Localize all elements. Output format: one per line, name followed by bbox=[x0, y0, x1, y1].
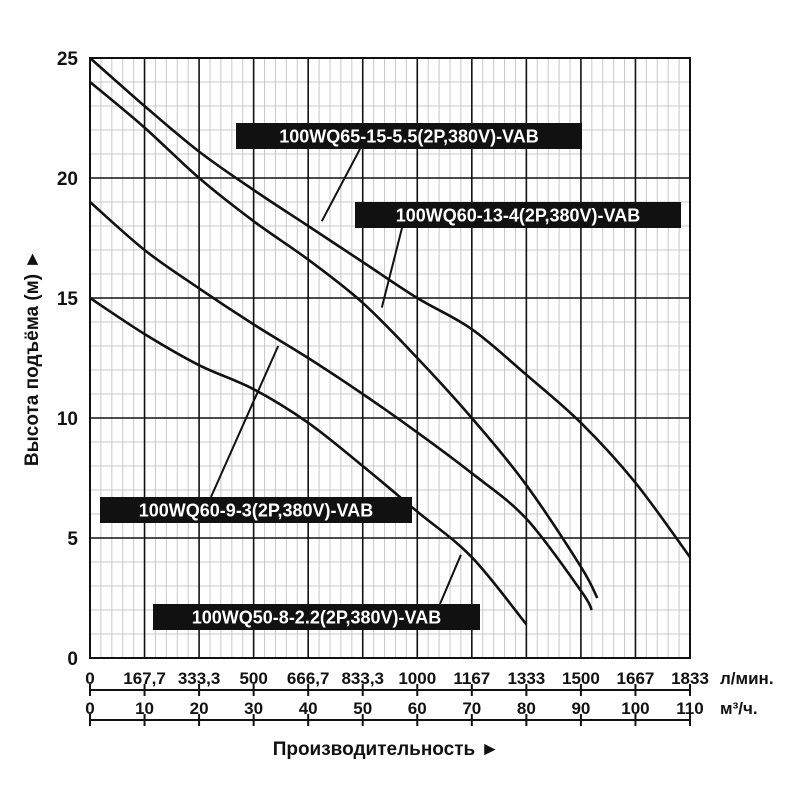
lmin-tick-label: 1667 bbox=[617, 669, 655, 688]
y-tick-label: 5 bbox=[67, 529, 78, 550]
curve-series-3 bbox=[89, 201, 593, 611]
lmin-tick-label: 500 bbox=[239, 669, 267, 688]
lmin-tick-label: 1167 bbox=[453, 669, 490, 688]
plot-frame bbox=[89, 57, 691, 659]
label-text-series-4: 100WQ50-8-2.2(2P,380V)-VAB bbox=[192, 608, 441, 628]
m3h-tick-label: 60 bbox=[408, 699, 427, 718]
y-tick-label: 25 bbox=[57, 49, 79, 70]
m3h-tick-label: 50 bbox=[353, 699, 372, 718]
lmin-tick-label: 1333 bbox=[507, 669, 545, 688]
lmin-tick-label: 333,3 bbox=[178, 669, 221, 688]
y-axis-title: Высота подъёма (м) ► bbox=[22, 250, 43, 466]
lmin-tick-label: 1833 bbox=[671, 669, 709, 688]
leader-line-series-3 bbox=[210, 345, 280, 498]
label-box-series-1 bbox=[236, 123, 582, 149]
y-tick-label: 20 bbox=[57, 169, 78, 190]
y-tick-label: 10 bbox=[57, 409, 78, 430]
lmin-tick-label: 833,3 bbox=[341, 669, 384, 688]
y-tick-label: 15 bbox=[57, 289, 79, 310]
lmin-tick-label: 1000 bbox=[398, 669, 436, 688]
leader-line-series-2 bbox=[380, 227, 403, 308]
lmin-unit-label: л/мин. bbox=[720, 669, 774, 688]
y-tick-label: 0 bbox=[67, 649, 78, 670]
label-text-series-2: 100WQ60-13-4(2P,380V)-VAB bbox=[396, 206, 640, 226]
curve-series-1 bbox=[89, 57, 692, 558]
minor-gridlines bbox=[90, 58, 690, 658]
lower-axes: 0 0 167,7 10 333,3 20 500 30 666,7 40 833,3 50 1000 6… bbox=[85, 669, 774, 726]
leader-line-series-4 bbox=[439, 554, 462, 605]
axis-tick-labels: 0 5 10 15 20 25 bbox=[57, 49, 79, 670]
m3h-tick-label: 100 bbox=[621, 699, 649, 718]
label-text-series-1: 100WQ65-15-5.5(2P,380V)-VAB bbox=[279, 127, 538, 147]
m3h-tick-label: 70 bbox=[462, 699, 481, 718]
curves bbox=[89, 57, 692, 626]
major-gridlines bbox=[89, 57, 691, 659]
label-box-series-4 bbox=[153, 604, 480, 630]
lmin-tick-label: 666,7 bbox=[287, 669, 330, 688]
x-axis-title: Производительность ► bbox=[273, 739, 500, 760]
label-text-series-3: 100WQ60-9-3(2P,380V)-VAB bbox=[139, 501, 373, 521]
m3h-tick-label: 80 bbox=[517, 699, 536, 718]
m3h-tick-label: 0 bbox=[85, 699, 94, 718]
label-leader-lines bbox=[210, 148, 462, 605]
lmin-tick-label: 167,7 bbox=[123, 669, 166, 688]
m3h-tick-label: 20 bbox=[190, 699, 209, 718]
curve-series-4 bbox=[89, 296, 528, 626]
leader-line-series-1 bbox=[320, 148, 361, 222]
m3h-tick-label: 30 bbox=[244, 699, 263, 718]
m3h-tick-label: 40 bbox=[299, 699, 318, 718]
series-labels: 100WQ65-15-5.5(2P,380V)-VAB 100WQ60-13-4(… bbox=[100, 123, 681, 630]
lmin-tick-label: 0 bbox=[85, 669, 94, 688]
m3h-tick-label: 10 bbox=[135, 699, 154, 718]
label-box-series-2 bbox=[355, 202, 681, 228]
label-box-series-3 bbox=[100, 497, 412, 523]
lmin-tick-label: 1500 bbox=[562, 669, 600, 688]
curve-series-2 bbox=[89, 81, 599, 599]
m3h-tick-label: 90 bbox=[571, 699, 590, 718]
m3h-unit-label: м³/ч. bbox=[720, 699, 758, 718]
m3h-tick-label: 110 bbox=[676, 699, 703, 718]
